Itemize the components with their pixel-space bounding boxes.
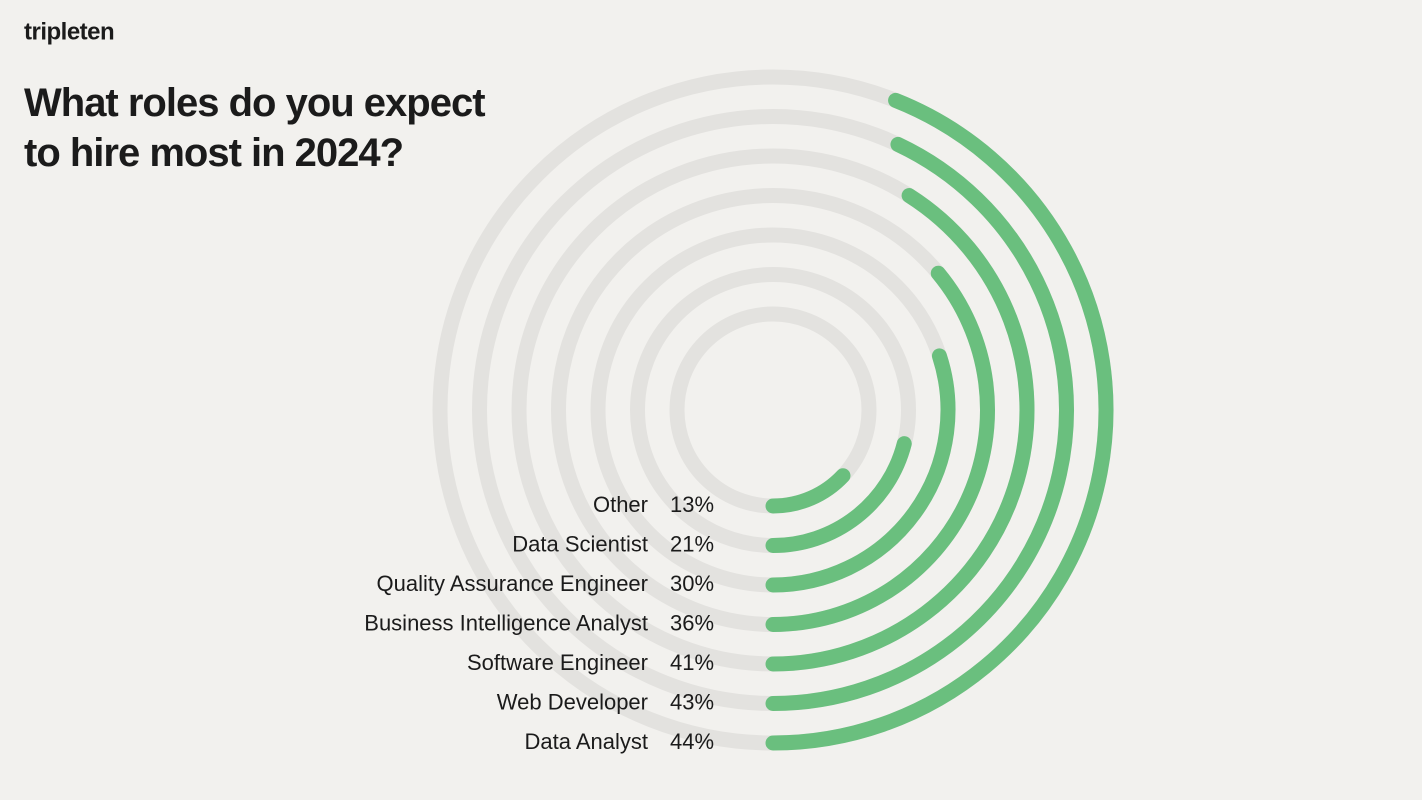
category-label: Business Intelligence Analyst bbox=[364, 610, 648, 635]
category-label: Web Developer bbox=[497, 689, 648, 714]
arc-bar bbox=[765, 188, 1035, 672]
category-label: Quality Assurance Engineer bbox=[377, 571, 649, 596]
arc-bar bbox=[765, 265, 995, 632]
value-label: 43% bbox=[670, 689, 714, 714]
category-label: Data Scientist bbox=[512, 531, 648, 556]
arc-bar bbox=[765, 348, 956, 593]
category-label: Other bbox=[593, 492, 648, 517]
chart-title: What roles do you expect to hire most in … bbox=[24, 81, 485, 175]
value-label: 21% bbox=[670, 531, 714, 556]
arc-bar bbox=[765, 92, 1114, 751]
value-label: 41% bbox=[670, 650, 714, 675]
value-label: 13% bbox=[670, 492, 714, 517]
category-label: Software Engineer bbox=[467, 650, 648, 675]
arc-bar bbox=[765, 136, 1074, 711]
value-label: 30% bbox=[670, 571, 714, 596]
arc-bar bbox=[765, 468, 851, 514]
category-label: Data Analyst bbox=[524, 729, 648, 754]
value-label: 44% bbox=[670, 729, 714, 754]
arc-bar bbox=[765, 436, 912, 553]
logo: tripleten bbox=[24, 18, 114, 45]
value-label: 36% bbox=[670, 610, 714, 635]
